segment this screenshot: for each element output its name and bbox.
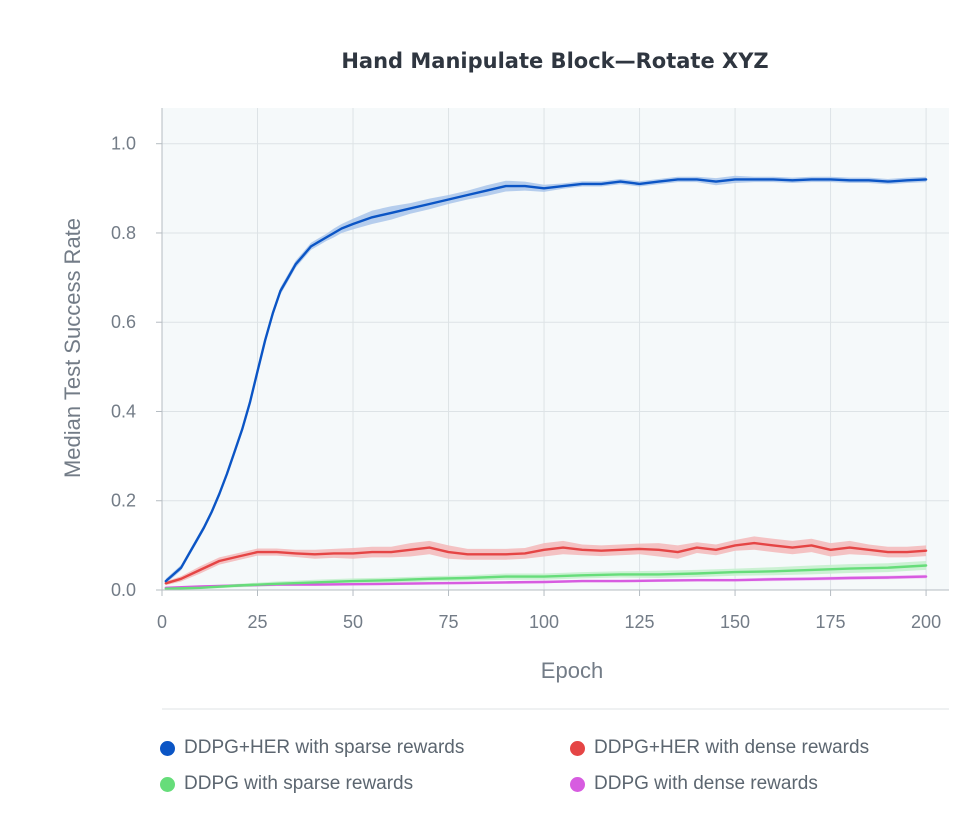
x-tick-label: 125 [625,612,655,632]
x-axis-label: Epoch [541,658,603,683]
legend-label: DDPG with sparse rewards [184,773,414,794]
x-tick-label: 0 [157,612,167,632]
x-tick-label: 25 [247,612,267,632]
legend-item-ddpg-sparse[interactable]: DDPG with sparse rewards [160,773,413,795]
x-tick-label: 100 [529,612,559,632]
chart-title: Hand Manipulate Block—Rotate XYZ [341,49,768,73]
x-tick-label: 175 [816,612,846,632]
series-line [164,178,928,583]
series-line [164,564,928,590]
series-lines [164,178,928,590]
y-tick-label: 0.2 [111,491,136,511]
legend-label: DDPG with dense rewards [594,773,818,794]
legend: DDPG+HER with sparse rewards DDPG+HER wi… [160,733,950,813]
x-tick-label: 75 [439,612,459,632]
legend-item-ddpg-dense[interactable]: DDPG with dense rewards [570,773,818,795]
y-tick-label: 1.0 [111,134,136,154]
x-tick-label: 200 [911,612,941,632]
y-axis-label: Median Test Success Rate [60,218,85,478]
legend-marker [160,776,175,792]
series-line [164,575,928,589]
y-tick-label: 0.6 [111,312,136,332]
axes [161,108,949,591]
x-tick-label: 150 [720,612,750,632]
legend-label: DDPG+HER with dense rewards [594,737,870,758]
legend-marker [570,740,585,756]
legend-marker [160,740,175,756]
legend-item-ddpg-her-dense[interactable]: DDPG+HER with dense rewards [570,737,869,759]
series-line [164,541,928,585]
tick-labels: 0 25 50 75 100 125 150 175 200 0.0 0.2 0.4 0.6 0.8 1.0 [111,134,941,632]
series-band [165,561,927,590]
legend-marker [570,776,585,792]
y-tick-label: 0.8 [111,223,136,243]
legend-item-ddpg-her-sparse[interactable]: DDPG+HER with sparse rewards [160,737,464,759]
y-tick-label: 0.4 [111,401,136,421]
x-tick-label: 50 [343,612,363,632]
legend-label: DDPG+HER with sparse rewards [184,737,465,758]
y-tick-label: 0.0 [111,580,136,600]
series-band [165,536,927,586]
